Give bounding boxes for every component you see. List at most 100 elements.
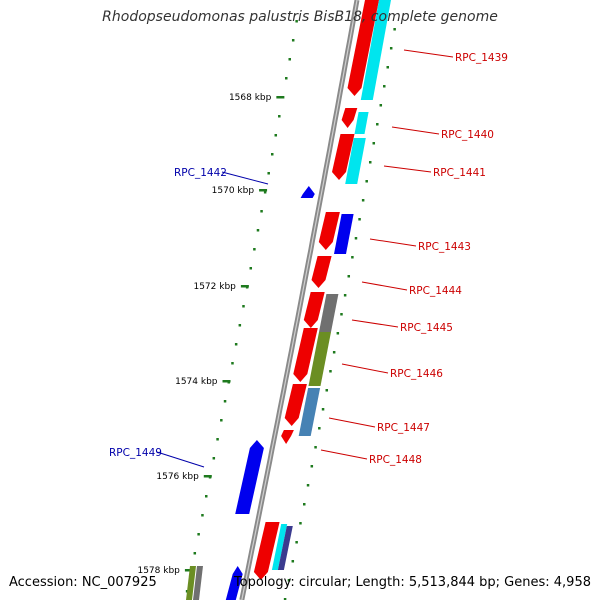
minor-tick — [321, 408, 325, 411]
gene-feature-reverse — [225, 566, 243, 600]
scale-label: 1574 kbp — [175, 377, 218, 387]
label-leader — [369, 238, 417, 247]
minor-tick — [302, 503, 306, 506]
minor-tick — [270, 153, 274, 156]
scale-label: 1570 kbp — [212, 186, 255, 196]
minor-tick — [295, 20, 298, 23]
minor-tick — [288, 58, 291, 61]
scale-label: 1572 kbp — [193, 282, 236, 292]
major-tick — [276, 96, 285, 99]
minor-tick — [314, 446, 317, 449]
gene-feature — [193, 566, 203, 600]
minor-tick — [351, 256, 354, 259]
major-tick — [184, 569, 193, 572]
gene-label: RPC_1440 — [441, 129, 494, 141]
minor-tick — [220, 419, 223, 422]
minor-tick — [343, 294, 347, 297]
gene-feature — [318, 212, 340, 250]
major-tick — [222, 380, 231, 383]
minor-tick — [234, 343, 238, 346]
gene-feature — [284, 384, 307, 426]
gene-label: RPC_1448 — [369, 454, 422, 466]
minor-tick — [242, 305, 245, 308]
minor-tick — [368, 161, 372, 164]
gene-feature — [332, 134, 355, 180]
scale-label: 1578 kbp — [137, 566, 180, 576]
gene-label: RPC_1447 — [377, 422, 430, 434]
genome-backbone-highlight — [241, 0, 358, 600]
minor-tick — [238, 324, 242, 327]
label-leader — [403, 49, 454, 58]
minor-tick — [216, 438, 219, 441]
gene-feature — [293, 328, 318, 382]
minor-tick — [295, 541, 298, 544]
gene-label: RPC_1443 — [418, 241, 471, 253]
minor-tick — [340, 313, 343, 316]
minor-tick — [212, 457, 216, 460]
gene-label: RPC_1444 — [409, 285, 462, 297]
minor-tick — [263, 191, 267, 194]
minor-tick — [278, 115, 281, 118]
minor-tick — [283, 598, 287, 600]
label-leader — [320, 449, 368, 460]
gene-feature — [311, 256, 332, 288]
minor-tick — [383, 85, 386, 88]
minor-tick — [197, 533, 200, 536]
minor-tick — [389, 47, 393, 50]
accession-text: Accession: NC_007925 — [9, 575, 157, 590]
gene-feature — [308, 332, 331, 386]
minor-tick — [223, 400, 227, 403]
minor-tick — [318, 427, 321, 430]
minor-tick — [332, 351, 336, 354]
minor-tick — [267, 172, 270, 175]
minor-tick — [253, 248, 256, 251]
minor-tick — [336, 332, 340, 335]
minor-tick — [291, 39, 295, 42]
minor-tick — [379, 104, 383, 107]
gene-feature-reverse — [235, 440, 264, 514]
gene-feature — [341, 108, 358, 128]
minor-tick — [393, 28, 396, 31]
gene-feature — [253, 522, 280, 580]
label-leader — [328, 417, 376, 428]
minor-tick — [325, 389, 329, 392]
minor-tick — [285, 77, 288, 80]
gene-feature — [277, 526, 293, 570]
gene-label: RPC_1441 — [433, 167, 486, 179]
label-leader — [341, 363, 389, 374]
label-leader — [221, 171, 269, 185]
gene-feature — [298, 388, 321, 436]
minor-tick — [204, 495, 208, 498]
genome-backbone — [239, 0, 360, 600]
label-leader — [383, 165, 432, 173]
minor-tick — [365, 180, 368, 183]
gene-feature — [281, 430, 294, 444]
gene-feature-reverse — [300, 186, 315, 198]
gene-label: RPC_1449 — [109, 447, 162, 459]
gene-feature — [319, 294, 339, 332]
gene-feature — [334, 214, 354, 254]
label-leader — [361, 281, 408, 291]
major-tick — [203, 475, 212, 478]
minor-tick — [372, 142, 376, 145]
gene-label: RPC_1442 — [174, 167, 227, 179]
minor-tick — [287, 579, 291, 582]
minor-tick — [201, 514, 204, 517]
minor-tick — [256, 229, 260, 232]
gene-feature — [354, 112, 369, 134]
scale-label: 1576 kbp — [156, 472, 199, 482]
minor-tick — [361, 199, 365, 202]
gene-feature — [186, 566, 196, 600]
gene-label: RPC_1446 — [390, 368, 443, 380]
minor-tick — [274, 134, 278, 137]
minor-tick — [260, 210, 263, 213]
minor-tick — [299, 522, 302, 525]
gene-label: RPC_1445 — [400, 322, 453, 334]
major-tick — [240, 285, 249, 288]
gene-feature — [360, 0, 391, 100]
major-tick — [259, 189, 268, 192]
label-leader — [156, 451, 205, 468]
minor-tick — [231, 362, 234, 365]
topology-text: Topology: circular; Length: 5,513,844 bp… — [233, 575, 591, 590]
